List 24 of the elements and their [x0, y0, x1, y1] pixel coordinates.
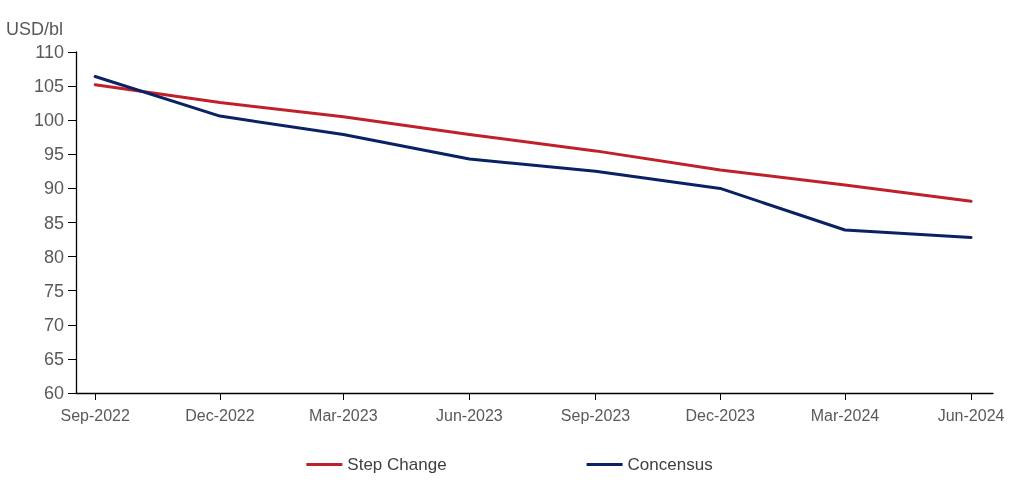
- y-tick-label: 105: [33, 76, 64, 97]
- y-tick-label: 100: [33, 110, 64, 131]
- line-series: [93, 83, 973, 203]
- y-axis-title: USD/bl: [6, 19, 64, 39]
- y-tick-label: 65: [43, 348, 64, 369]
- x-tick-label: Sep-2022: [60, 406, 130, 424]
- x-tick-label: Mar-2023: [309, 406, 378, 424]
- y-tick-label: 60: [43, 383, 64, 403]
- x-tick-label: Mar-2024: [810, 406, 880, 424]
- y-tick-label: 110: [35, 42, 64, 62]
- y-tick-label: 95: [43, 144, 64, 165]
- y-tick-label: 90: [43, 178, 64, 199]
- y-tick-label: 85: [43, 212, 64, 233]
- legend-label: Step Change: [347, 455, 447, 474]
- x-tick-label: Jun-2023: [436, 406, 503, 424]
- x-tick-label: Dec-2023: [685, 406, 756, 424]
- x-tick-label: Jun-2024: [937, 406, 1005, 424]
- x-tick-label: Sep-2023: [560, 406, 631, 424]
- line-series: [93, 75, 973, 239]
- y-tick-label: 70: [43, 314, 64, 335]
- legend-label: Concensus: [627, 455, 713, 474]
- x-tick-label: Dec-2022: [185, 406, 255, 424]
- y-tick-label: 80: [43, 246, 64, 267]
- y-tick-label: 75: [43, 280, 64, 301]
